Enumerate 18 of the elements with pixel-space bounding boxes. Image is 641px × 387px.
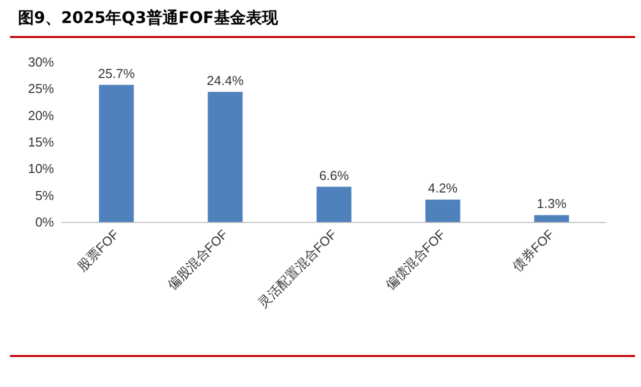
chart-title: 图9、2025年Q3普通FOF基金表现 <box>18 8 278 29</box>
bar <box>98 84 134 222</box>
data-label: 25.7% <box>98 66 136 81</box>
data-label: 1.3% <box>536 196 567 212</box>
y-tick-label: 10% <box>28 161 54 176</box>
bar <box>208 92 243 222</box>
data-label: 24.4% <box>206 72 244 88</box>
bar <box>425 200 460 222</box>
bar <box>534 215 570 222</box>
data-label: 4.2% <box>428 180 458 196</box>
data-label: 6.6% <box>319 168 350 183</box>
y-tick-label: 15% <box>28 134 54 150</box>
y-tick-label: 0% <box>35 214 54 230</box>
bar <box>316 186 352 222</box>
y-tick-label: 5% <box>35 188 54 203</box>
y-tick-label: 30% <box>28 54 54 70</box>
y-tick-label: 20% <box>28 108 54 123</box>
y-tick-label: 25% <box>28 81 54 96</box>
